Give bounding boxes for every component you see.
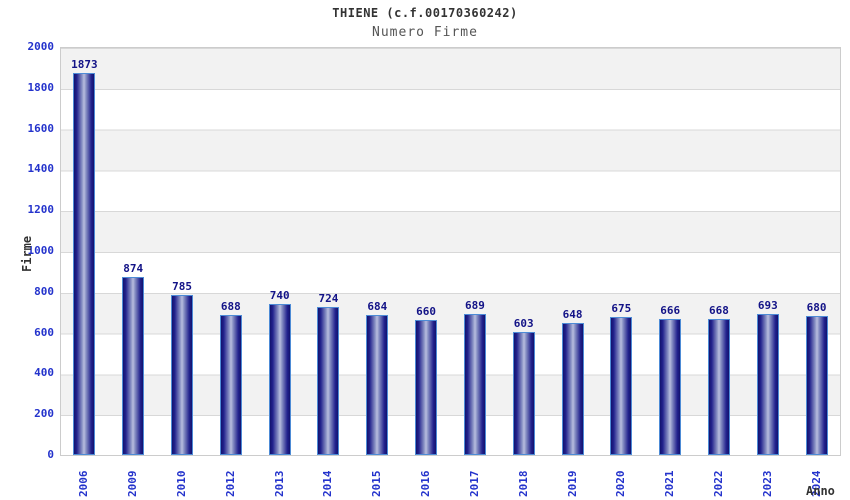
x-tick-label: 2015 [370,470,384,498]
x-tick-label: 2016 [419,470,433,498]
bar [366,315,389,455]
x-tick-label: 2014 [321,470,335,498]
y-tick-label: 1000 [27,244,55,257]
x-tick-label: 2006 [77,470,91,498]
y-tick-label: 1600 [27,121,55,135]
x-tick-label: 2023 [760,470,774,498]
bar [512,331,535,455]
bar [463,314,486,455]
chart-title: THIENE (c.f.00170360242) [332,6,518,20]
bar-value-label: 668 [709,303,729,317]
bar [805,316,828,455]
y-tick-label: 1200 [27,203,55,217]
x-tick-label: 2020 [614,470,628,498]
bar [415,320,438,455]
bar-value-label: 684 [367,300,388,314]
y-axis-label: Firme [20,235,34,272]
bar [707,318,730,455]
bar-value-label: 1873 [71,57,98,71]
x-tick-label: 2010 [175,470,189,498]
y-tick-label: 800 [34,284,54,298]
bar-value-label: 675 [611,302,632,316]
bar-value-label: 724 [318,292,339,306]
bar-value-label: 693 [757,298,778,312]
bar [73,72,96,455]
y-tick-label: 0 [47,448,54,461]
y-tick-label: 1800 [27,80,55,94]
x-tick-label: 2013 [272,470,286,498]
x-axis-label: Anno [806,484,835,498]
y-tick-label: 600 [34,325,54,339]
x-tick-label: 2017 [467,470,481,498]
bar [659,319,682,455]
x-tick-label: 2009 [126,470,140,498]
bar [610,317,633,455]
y-tick-label: 400 [34,366,54,380]
bar-value-label: 666 [660,304,681,318]
bar-value-label: 688 [220,299,241,313]
bar [171,294,194,455]
bar-value-label: 660 [416,305,437,319]
x-tick-label: 2021 [663,470,677,498]
y-tick-label: 200 [34,407,54,421]
bar-value-label: 603 [513,316,534,330]
bar [268,304,291,455]
bar [219,314,242,455]
bar-value-label: 785 [172,279,192,293]
bar [317,307,340,455]
chart-subtitle: Numero Firme [372,25,478,40]
y-tick-label: 2000 [27,40,55,53]
x-tick-label: 2018 [516,470,530,498]
x-tick-label: 2019 [565,470,579,498]
bar-value-label: 689 [464,299,485,313]
bar-value-label: 648 [562,307,583,321]
bar [561,322,584,455]
bar-value-label: 680 [806,301,827,315]
x-tick-label: 2022 [711,470,725,498]
bar [122,276,145,455]
bar-value-label: 874 [123,261,144,275]
bar [756,313,779,455]
bar-value-label: 740 [269,289,290,303]
x-tick-label: 2012 [223,470,237,498]
y-tick-label: 1400 [27,162,55,176]
